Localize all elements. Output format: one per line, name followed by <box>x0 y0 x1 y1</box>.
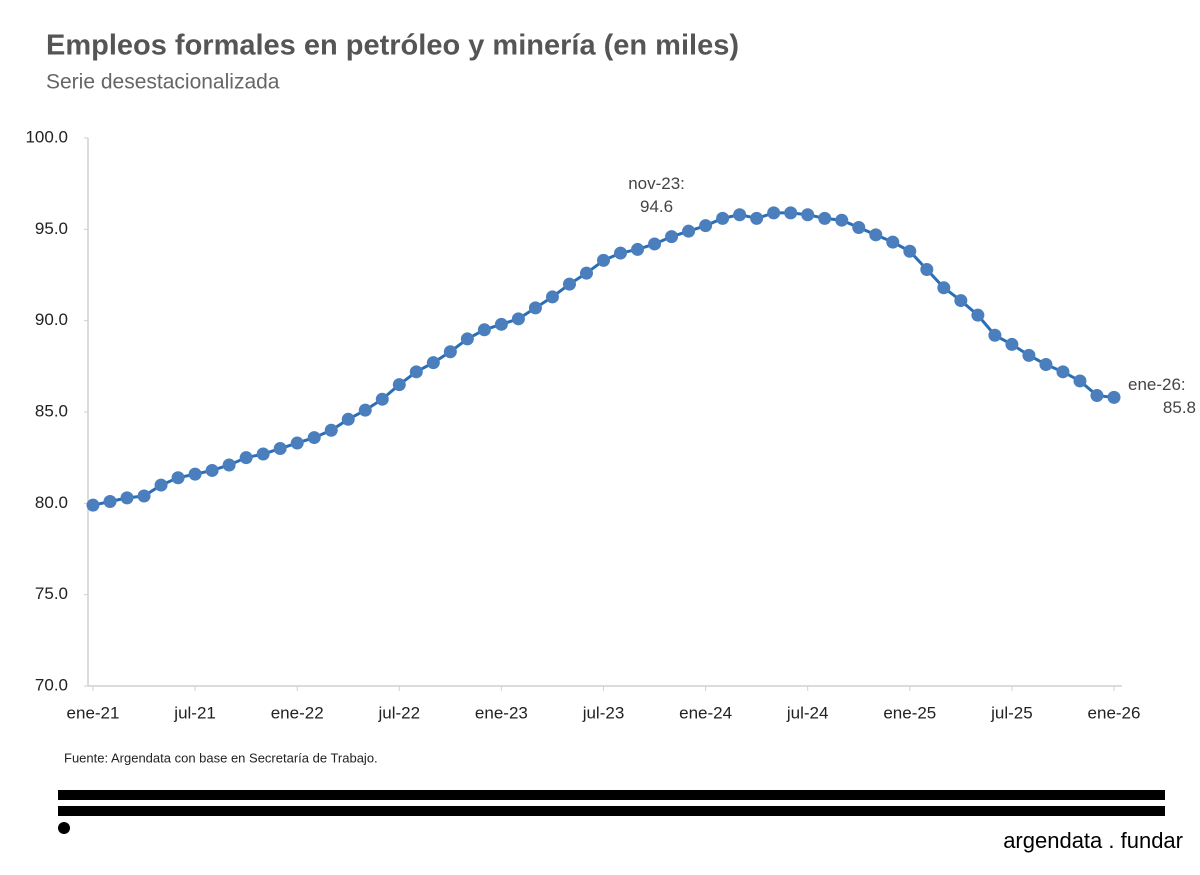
marker <box>494 317 508 331</box>
marker <box>477 323 491 337</box>
y-tick-label: 85.0 <box>35 401 68 420</box>
marker <box>120 491 134 505</box>
x-tick-label: ene-24 <box>679 703 732 722</box>
annotation-label: nov-23: <box>628 174 685 193</box>
marker <box>1005 337 1019 351</box>
marker <box>290 436 304 450</box>
marker <box>784 206 798 220</box>
marker <box>188 467 202 481</box>
x-tick-label: ene-23 <box>475 703 528 722</box>
marker <box>443 345 457 359</box>
marker <box>733 208 747 222</box>
marker <box>767 206 781 220</box>
marker <box>835 213 849 227</box>
marker <box>1107 390 1121 404</box>
marker <box>324 423 338 437</box>
marker <box>1022 348 1036 362</box>
y-tick-label: 75.0 <box>35 584 68 603</box>
marker <box>750 211 764 225</box>
y-tick-label: 100.0 <box>25 127 68 146</box>
marker <box>665 230 679 244</box>
x-tick-label: jul-25 <box>990 703 1033 722</box>
marker <box>375 392 389 406</box>
marker <box>392 378 406 392</box>
x-tick-label: ene-25 <box>883 703 936 722</box>
marker <box>256 447 270 461</box>
marker <box>903 244 917 258</box>
marker <box>699 219 713 233</box>
marker <box>358 403 372 417</box>
brand-bar <box>58 806 1165 816</box>
marker <box>154 478 168 492</box>
marker <box>409 365 423 379</box>
marker <box>103 495 117 509</box>
marker <box>597 253 610 267</box>
marker <box>171 471 185 485</box>
marker <box>801 208 815 222</box>
y-tick-label: 95.0 <box>35 219 68 238</box>
x-tick-label: jul-24 <box>786 703 829 722</box>
y-tick-label: 70.0 <box>35 675 68 694</box>
marker <box>239 451 253 465</box>
marker <box>614 246 628 260</box>
marker <box>562 277 576 291</box>
marker <box>579 266 593 280</box>
marker <box>205 463 219 477</box>
marker <box>1073 374 1087 388</box>
brand-bar <box>58 790 1165 800</box>
x-tick-label: jul-21 <box>173 703 216 722</box>
annotation-value: 85.8 <box>1163 398 1196 417</box>
marker <box>971 308 985 322</box>
marker <box>528 301 542 315</box>
marker <box>716 211 730 225</box>
marker <box>869 228 883 242</box>
marker <box>222 458 236 472</box>
marker <box>511 312 525 326</box>
marker <box>86 498 100 512</box>
marker <box>988 328 1002 342</box>
marker <box>682 224 696 238</box>
annotation-value: 94.6 <box>640 197 673 216</box>
marker <box>1090 389 1104 403</box>
chart-title: Empleos formales en petróleo y minería (… <box>46 30 739 62</box>
x-tick-label: jul-22 <box>378 703 421 722</box>
annotation-label: ene-26: <box>1128 375 1186 394</box>
y-tick-label: 90.0 <box>35 310 68 329</box>
marker <box>307 431 321 445</box>
x-tick-label: jul-23 <box>582 703 625 722</box>
marker <box>852 221 866 235</box>
chart-subtitle: Serie desestacionalizada <box>46 71 280 94</box>
brand-dot <box>58 822 70 834</box>
marker <box>631 242 645 256</box>
marker <box>273 442 287 456</box>
marker <box>341 412 355 426</box>
y-tick-label: 80.0 <box>35 493 68 512</box>
marker <box>137 489 151 503</box>
brand: argendata . fundar <box>1003 828 1183 853</box>
marker <box>426 356 440 370</box>
x-tick-label: ene-26 <box>1088 703 1141 722</box>
marker <box>818 211 832 225</box>
marker <box>937 281 951 295</box>
marker <box>648 237 662 251</box>
x-tick-label: ene-22 <box>271 703 324 722</box>
marker <box>920 263 934 277</box>
marker <box>886 235 900 249</box>
marker <box>545 290 559 304</box>
marker <box>954 294 968 308</box>
x-tick-label: ene-21 <box>67 703 120 722</box>
marker <box>1056 365 1070 379</box>
source: Fuente: Argendata con base en Secretaría… <box>64 750 378 765</box>
marker <box>460 332 474 346</box>
marker <box>1039 358 1053 372</box>
